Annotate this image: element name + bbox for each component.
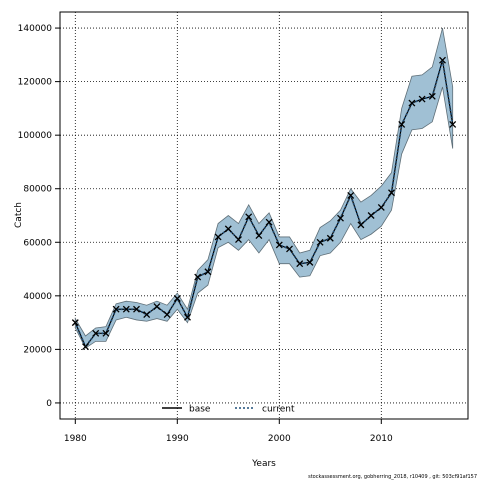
data-point-marker xyxy=(265,218,273,226)
y-tick-label: 40000 xyxy=(23,292,52,302)
y-tick-label: 60000 xyxy=(23,238,52,248)
data-point-marker xyxy=(408,99,416,107)
footer-credit: stockassessment.org, gobherring_2018, r1… xyxy=(308,474,477,480)
legend-base-label: base xyxy=(189,405,211,415)
data-point-marker xyxy=(377,204,385,211)
data-point-marker xyxy=(204,268,212,276)
y-tick-label: 120000 xyxy=(18,78,53,88)
data-point-marker xyxy=(439,56,446,64)
data-point-marker xyxy=(347,191,355,199)
x-tick-label: 2010 xyxy=(370,434,393,444)
x-tick-label: 1980 xyxy=(64,434,87,444)
y-tick-label: 0 xyxy=(46,399,52,409)
data-point-marker xyxy=(173,295,181,302)
data-point-marker xyxy=(102,329,110,337)
y-tick-label: 80000 xyxy=(23,185,52,195)
data-points xyxy=(71,56,457,351)
data-point-marker xyxy=(306,258,314,266)
data-point-marker xyxy=(194,273,202,281)
data-point-marker xyxy=(71,319,79,327)
data-point-marker xyxy=(449,121,457,128)
data-point-marker xyxy=(428,92,436,100)
y-axis-title: Catch xyxy=(14,202,24,228)
data-point-marker xyxy=(92,329,100,337)
data-point-marker xyxy=(153,303,161,310)
data-point-marker xyxy=(122,305,130,313)
data-point-marker xyxy=(337,214,344,222)
data-point-marker xyxy=(286,245,293,253)
data-point-marker xyxy=(275,241,283,249)
data-point-marker xyxy=(398,121,406,128)
data-point-marker xyxy=(133,305,140,313)
data-point-marker xyxy=(112,305,120,313)
legend-current-label: current xyxy=(262,405,295,415)
x-axis-title: Years xyxy=(251,459,276,469)
x-tick-label: 2000 xyxy=(268,434,291,444)
data-point-marker xyxy=(224,225,232,233)
data-point-marker xyxy=(235,236,242,244)
data-point-marker xyxy=(245,213,253,221)
y-tick-label: 100000 xyxy=(18,131,53,141)
x-tick-label: 1990 xyxy=(166,434,189,444)
data-point-marker xyxy=(367,212,375,219)
data-point-marker xyxy=(82,343,89,351)
data-point-marker xyxy=(163,311,171,319)
y-tick-label: 140000 xyxy=(18,24,53,34)
data-point-marker xyxy=(184,313,191,321)
data-point-marker xyxy=(214,233,222,241)
data-point-marker xyxy=(296,260,304,268)
y-tick-label: 20000 xyxy=(23,345,52,355)
grid-lines xyxy=(60,12,468,419)
axis-ticks: 1980 1990 2000 2010 0 20000 40000 60000 80000 100… xyxy=(18,24,393,444)
data-point-marker xyxy=(326,234,334,242)
data-point-marker xyxy=(255,232,263,240)
legend: base current xyxy=(162,405,295,415)
plot-frame xyxy=(59,11,469,420)
data-point-marker xyxy=(388,189,395,197)
data-point-marker xyxy=(316,238,324,246)
data-point-marker xyxy=(357,221,365,229)
data-point-marker xyxy=(418,95,426,103)
data-point-marker xyxy=(143,311,151,319)
